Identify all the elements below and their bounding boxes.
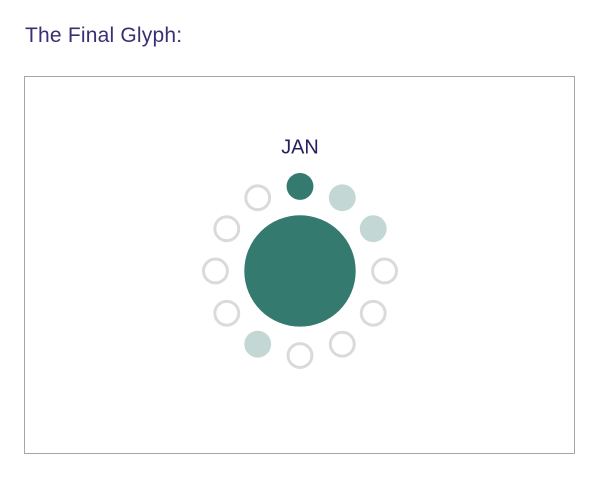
ring-circle-2 bbox=[328, 184, 356, 212]
ring-circle-12 bbox=[244, 184, 272, 212]
glyph-canvas: JAN bbox=[202, 137, 398, 369]
ring-circle-8 bbox=[244, 330, 272, 358]
month-label: JAN bbox=[281, 137, 319, 159]
ring-circle-4 bbox=[371, 257, 398, 285]
ring-circle-9 bbox=[213, 299, 241, 327]
ring-circles bbox=[202, 172, 398, 369]
ring-circle-7 bbox=[286, 342, 314, 369]
ring-circle-11 bbox=[213, 215, 241, 243]
page-title: The Final Glyph: bbox=[25, 24, 183, 47]
ring-circle-1 bbox=[286, 172, 314, 200]
ring-circle-10 bbox=[202, 257, 229, 285]
ring-circle-5 bbox=[359, 299, 387, 327]
ring-circle-3 bbox=[359, 215, 387, 243]
center-circle bbox=[244, 215, 356, 327]
glyph-frame: JAN bbox=[24, 76, 575, 454]
ring-circle-6 bbox=[328, 330, 356, 358]
